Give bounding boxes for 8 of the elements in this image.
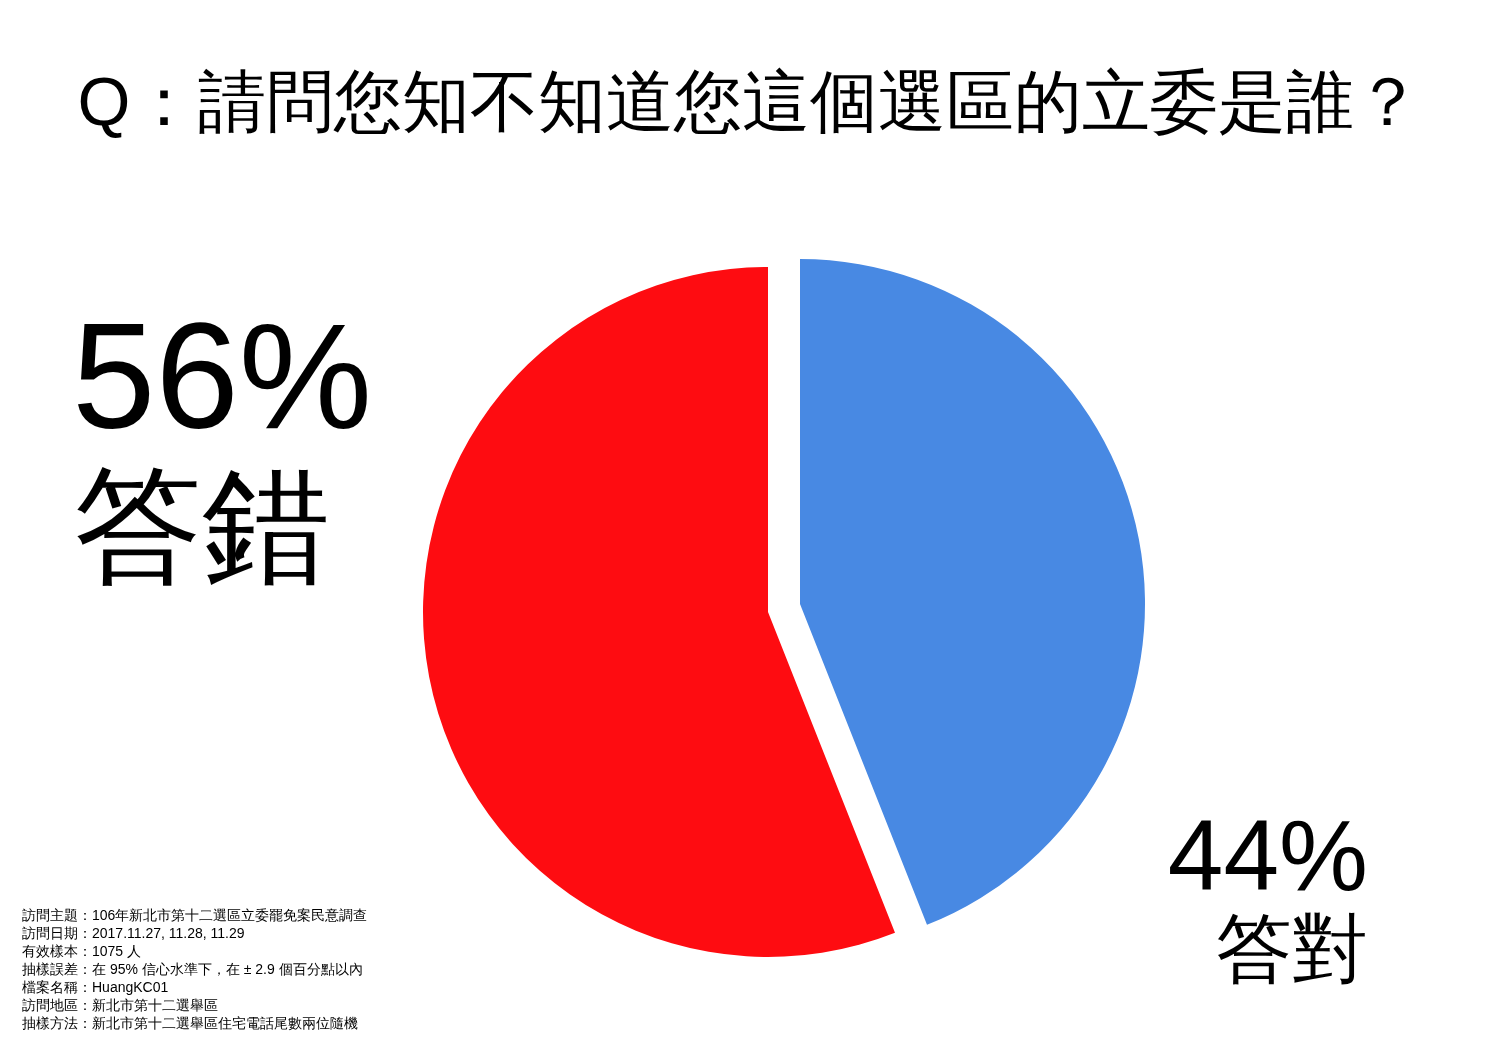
text: 訪問日期：2017.11.27, 11.28, 11.29	[22, 925, 245, 941]
text: 訪問地區：新北市第十二選舉區	[22, 997, 218, 1013]
text: 抽樣方法：新北市第十二選舉區住宅電話尾數兩位隨機	[22, 1015, 358, 1031]
text: 檔案名稱：HuangKC01	[22, 979, 169, 995]
text: 抽樣誤差：在 95% 信心水準下，在 ± 2.9 個百分點以內	[22, 961, 363, 977]
text: 訪問主題：106年新北市第十二選區立委罷免案民意調查	[22, 907, 368, 923]
chart-title: Q：請問您知不知道您這個選區的立委是誰？	[77, 63, 1423, 139]
text: 有效樣本：1075 人	[22, 943, 142, 959]
